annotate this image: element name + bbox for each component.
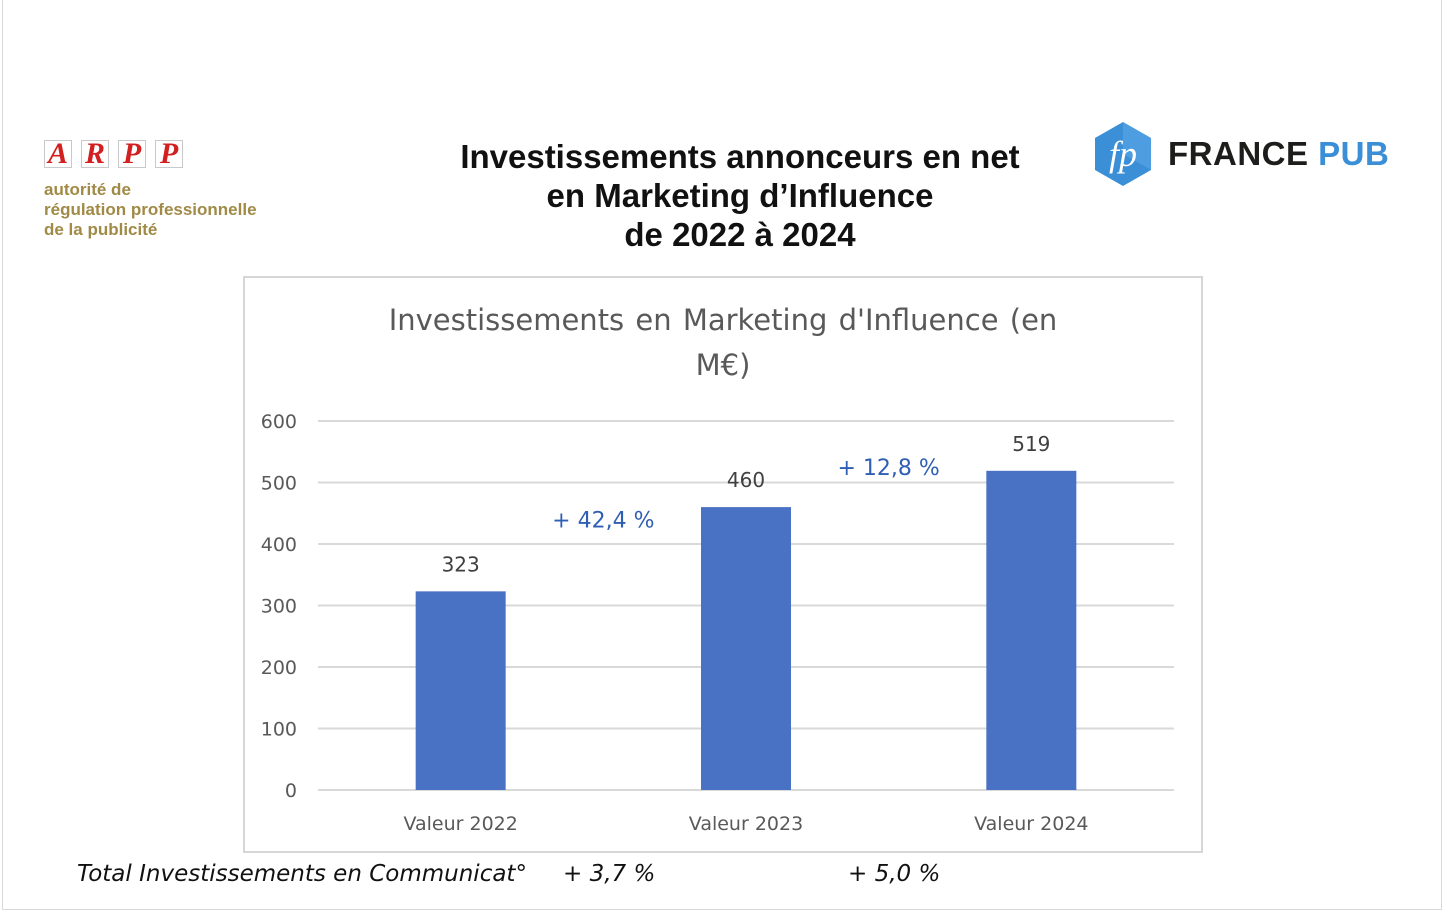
arpp-letter: P [155, 139, 183, 169]
x-tick-label: Valeur 2022 [403, 813, 517, 835]
bar [701, 507, 791, 790]
arpp-letter: A [44, 139, 72, 169]
footer-growth-2023: + 3,7 % [563, 861, 656, 887]
arpp-letter: P [118, 139, 146, 169]
data-label: 519 [1012, 432, 1050, 456]
footer-growth-2024: + 5,0 % [848, 861, 941, 887]
arpp-logo: A R P P autorité de régulation professio… [44, 139, 257, 240]
y-axis-ticks: 0 100 200 300 400 500 600 [261, 411, 297, 802]
y-tick-label: 300 [261, 596, 297, 618]
y-tick-label: 200 [261, 657, 297, 679]
y-tick-label: 100 [261, 719, 297, 741]
francepub-wordmark: FRANCE PUB [1168, 135, 1389, 173]
page-title-line: en Marketing d’Influence [546, 177, 934, 214]
arpp-subtitle-line: autorité de [44, 180, 131, 199]
y-tick-label: 0 [285, 780, 297, 802]
francepub-word-france: FRANCE [1168, 135, 1309, 172]
bars [415, 470, 1077, 790]
bar [415, 591, 506, 790]
growth-annotations: + 42,4 % + 12,8 % [552, 456, 940, 533]
francepub-mark: fp [1109, 134, 1137, 174]
growth-annotation: + 42,4 % [552, 508, 654, 533]
arpp-letter: R [81, 139, 109, 169]
data-label: 323 [442, 552, 480, 576]
page-title: Investissements annonceurs en net en Mar… [440, 137, 1040, 254]
data-labels: 323 460 519 [442, 432, 1051, 577]
footer-label: Total Investissements en Communicat° [77, 861, 527, 887]
arpp-subtitle-line: de la publicité [44, 220, 158, 239]
y-tick-label: 600 [261, 411, 297, 433]
bar [986, 470, 1077, 790]
growth-annotation: + 12,8 % [838, 456, 940, 481]
page-title-line: Investissements annonceurs en net [460, 138, 1020, 175]
francepub-word-pub: PUB [1318, 135, 1390, 172]
chart-title-text: Investissements en Marketing d'Influence… [388, 303, 1058, 382]
x-tick-label: Valeur 2024 [974, 813, 1088, 835]
data-label: 460 [727, 468, 765, 492]
arpp-subtitle: autorité de régulation professionnelle d… [44, 180, 257, 240]
page-title-line: de 2022 à 2024 [624, 216, 856, 253]
y-tick-label: 500 [261, 473, 297, 495]
francepub-logo: fp FRANCE PUB [1092, 120, 1389, 188]
x-tick-label: Valeur 2023 [689, 813, 803, 835]
chart-title: Investissements en Marketing d'Influence… [243, 298, 1203, 388]
x-axis-ticks: Valeur 2022 Valeur 2023 Valeur 2024 [403, 813, 1088, 835]
francepub-hexagon-icon: fp [1095, 122, 1151, 186]
arpp-subtitle-line: régulation professionnelle [44, 200, 257, 219]
y-tick-label: 400 [261, 534, 297, 556]
arpp-letter-row: A R P P [44, 139, 257, 169]
